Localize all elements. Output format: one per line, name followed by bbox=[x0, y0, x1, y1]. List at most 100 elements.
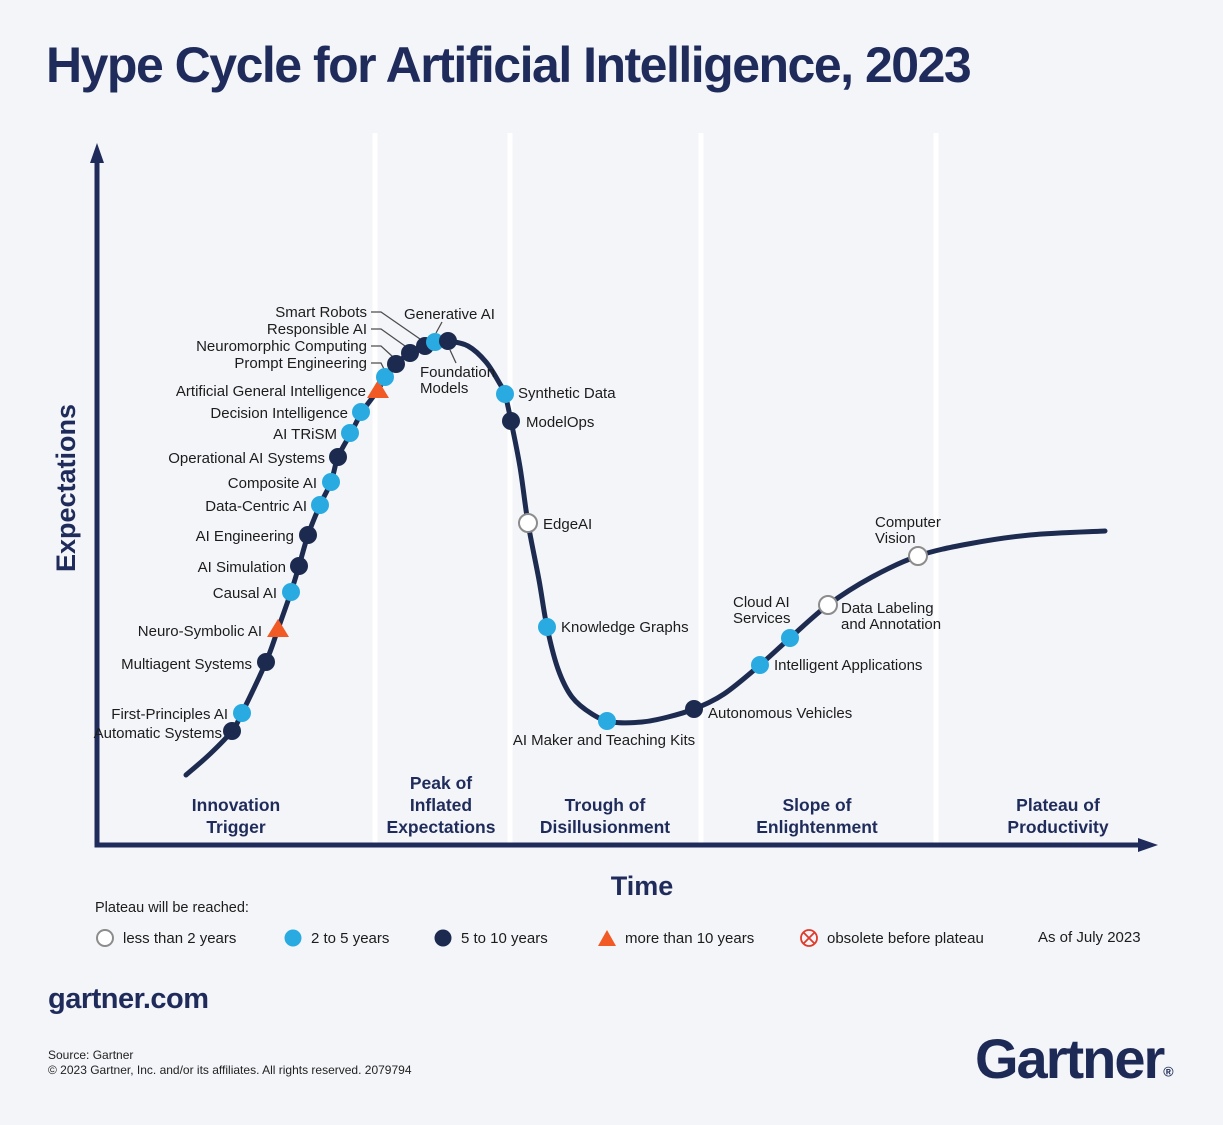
legend-item-more-than-10-years: more than 10 years bbox=[597, 928, 754, 948]
x-axis-arrow-icon bbox=[1138, 838, 1158, 852]
multiagent-systems-marker bbox=[257, 653, 275, 671]
computer-vision-label: Computer Vision bbox=[875, 514, 941, 547]
synthetic-data-label: Synthetic Data bbox=[518, 385, 616, 402]
phase-divider bbox=[372, 133, 378, 845]
legend-item-label: 5 to 10 years bbox=[461, 929, 548, 947]
prompt-engineering-marker bbox=[376, 368, 394, 386]
data-centric-ai-marker bbox=[311, 496, 329, 514]
responsible-ai-marker bbox=[401, 344, 419, 362]
causal-ai-label: Causal AI bbox=[213, 585, 277, 602]
source-note: Source: Gartner bbox=[48, 1048, 134, 1062]
generative-ai-leader-line bbox=[435, 321, 443, 334]
hype-cycle-chart: Innovation Trigger Peak of Inflated Expectat… bbox=[51, 133, 1158, 900]
legend-heading: Plateau will be reached: bbox=[95, 900, 249, 916]
smart-robots-label: Smart Robots bbox=[275, 304, 367, 321]
first-principles-ai-label: First-Principles AI bbox=[111, 706, 228, 723]
autonomous-vehicles-label: Autonomous Vehicles bbox=[708, 705, 852, 722]
phase-label-peak-of-inflated-expectations: Peak of Inflated Expectations bbox=[387, 773, 496, 837]
ai-simulation-marker bbox=[290, 557, 308, 575]
hype-cycle-curve bbox=[183, 338, 1108, 778]
edgeai-label: EdgeAI bbox=[543, 516, 592, 533]
cloud-ai-services-label: Cloud AI Services bbox=[733, 594, 791, 627]
automatic-systems-label: Automatic Systems bbox=[94, 725, 222, 742]
knowledge-graphs-label: Knowledge Graphs bbox=[561, 619, 689, 636]
first-principles-ai-marker bbox=[233, 704, 251, 722]
responsible-ai-label: Responsible AI bbox=[267, 321, 367, 338]
foundation-models-leader-line bbox=[449, 349, 457, 364]
smart-robots-leader-line bbox=[371, 311, 421, 340]
knowledge-graphs-marker bbox=[538, 618, 556, 636]
ai-simulation-label: AI Simulation bbox=[198, 559, 286, 576]
phase-divider bbox=[507, 133, 513, 845]
causal-ai-marker bbox=[282, 583, 300, 601]
generative-ai-marker bbox=[426, 333, 444, 351]
light-blue-dot-marker-icon bbox=[284, 929, 302, 947]
orange-triangle-marker-icon bbox=[598, 930, 616, 946]
phase-label-trough-of-disillusionment: Trough of Disillusionment bbox=[540, 795, 670, 837]
ai-maker-and-teaching-kits-marker bbox=[598, 712, 616, 730]
decision-intelligence-label: Decision Intelligence bbox=[210, 405, 348, 422]
phase-label-innovation-trigger: Innovation Trigger bbox=[192, 795, 280, 837]
modelops-marker bbox=[502, 412, 520, 430]
modelops-label: ModelOps bbox=[526, 414, 594, 431]
legend-item-obsolete-before-plateau: obsolete before plateau bbox=[799, 928, 984, 948]
artificial-general-intelligence-marker bbox=[367, 380, 389, 398]
synthetic-data-marker bbox=[496, 385, 514, 403]
open-circle-marker-icon bbox=[96, 929, 114, 947]
decision-intelligence-marker bbox=[352, 403, 370, 421]
phase-divider bbox=[698, 133, 704, 845]
gartner-com-link[interactable]: gartner.com bbox=[48, 983, 209, 1015]
registered-trademark-icon: ® bbox=[1163, 1063, 1174, 1080]
y-axis-arrow-icon bbox=[90, 143, 104, 163]
data-labeling-and-annotation-label: Data Labeling and Annotation bbox=[841, 600, 941, 633]
ai-trism-label: AI TRiSM bbox=[273, 426, 337, 443]
responsible-ai-leader-line bbox=[371, 328, 406, 347]
autonomous-vehicles-marker bbox=[685, 700, 703, 718]
artificial-general-intelligence-label: Artificial General Intelligence bbox=[176, 383, 366, 400]
crossed-circle-marker-icon bbox=[800, 929, 818, 947]
neuro-symbolic-ai-label: Neuro-Symbolic AI bbox=[138, 623, 262, 640]
neuromorphic-computing-leader-line bbox=[371, 345, 394, 358]
ai-engineering-marker bbox=[299, 526, 317, 544]
operational-ai-systems-marker bbox=[329, 448, 347, 466]
phase-label-slope-of-enlightenment: Slope of Enlightenment bbox=[756, 795, 878, 837]
neuromorphic-computing-label: Neuromorphic Computing bbox=[196, 338, 367, 355]
x-axis-label: Time bbox=[611, 871, 674, 900]
intelligent-applications-marker bbox=[751, 656, 769, 674]
phase-divider bbox=[933, 133, 939, 845]
legend-item-5-to-10-years: 5 to 10 years bbox=[433, 928, 548, 948]
as-of-date: As of July 2023 bbox=[1038, 929, 1141, 946]
operational-ai-systems-label: Operational AI Systems bbox=[168, 450, 325, 467]
legend-item-2-to-5-years: 2 to 5 years bbox=[283, 928, 389, 948]
neuro-symbolic-ai-marker bbox=[267, 619, 289, 637]
copyright-note: © 2023 Gartner, Inc. and/or its affiliat… bbox=[48, 1063, 412, 1077]
y-axis-label: Expectations bbox=[51, 404, 81, 572]
legend-item-label: 2 to 5 years bbox=[311, 929, 390, 947]
ai-engineering-label: AI Engineering bbox=[196, 528, 294, 545]
ai-maker-and-teaching-kits-label: AI Maker and Teaching Kits bbox=[513, 732, 695, 749]
legend-item-label: less than 2 years bbox=[123, 929, 237, 947]
composite-ai-marker bbox=[322, 473, 340, 491]
cloud-ai-services-marker bbox=[781, 629, 799, 647]
multiagent-systems-label: Multiagent Systems bbox=[121, 656, 252, 673]
neuromorphic-computing-marker bbox=[387, 355, 405, 373]
navy-dot-marker-icon bbox=[434, 929, 452, 947]
computer-vision-marker bbox=[908, 546, 928, 566]
legend-item-label: obsolete before plateau bbox=[827, 929, 984, 947]
generative-ai-label: Generative AI bbox=[404, 306, 495, 323]
legend-item-less-than-2-years: less than 2 years bbox=[95, 928, 236, 948]
gartner-logo: Gartner® bbox=[975, 1026, 1174, 1091]
prompt-engineering-leader-line bbox=[371, 362, 385, 370]
edgeai-marker bbox=[518, 513, 538, 533]
data-labeling-and-annotation-marker bbox=[818, 595, 838, 615]
composite-ai-label: Composite AI bbox=[228, 475, 317, 492]
foundation-models-label: Foundation Models bbox=[420, 364, 495, 397]
automatic-systems-marker bbox=[223, 722, 241, 740]
data-centric-ai-label: Data-Centric AI bbox=[205, 498, 307, 515]
ai-trism-marker bbox=[341, 424, 359, 442]
prompt-engineering-label: Prompt Engineering bbox=[234, 355, 367, 372]
foundation-models-marker bbox=[439, 332, 457, 350]
legend-item-label: more than 10 years bbox=[625, 929, 755, 947]
phase-label-plateau-of-productivity: Plateau of Productivity bbox=[1007, 795, 1108, 837]
